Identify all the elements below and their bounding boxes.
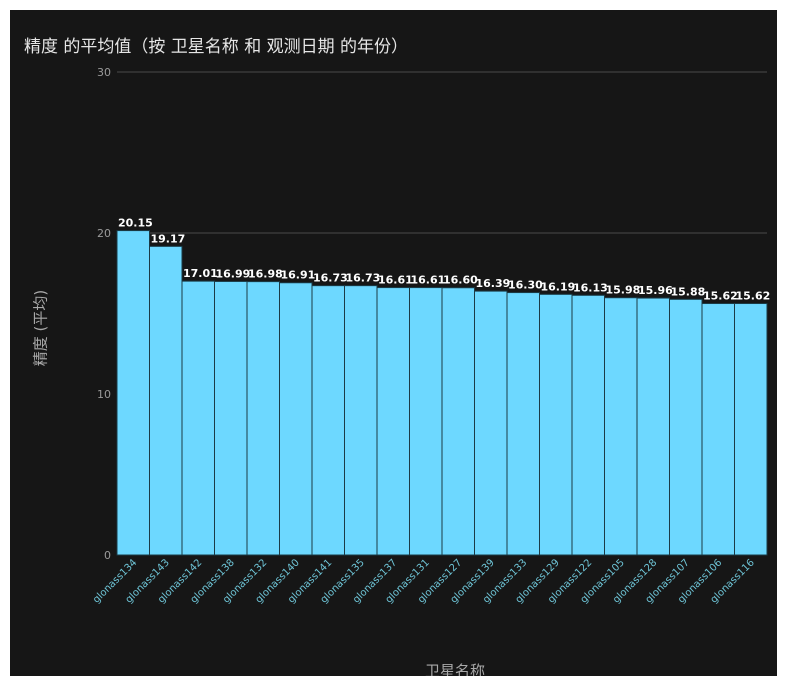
bar [376, 287, 410, 556]
bar [474, 290, 508, 556]
bar [116, 230, 150, 556]
bar [701, 303, 735, 556]
data-label: 15.62 [703, 290, 738, 303]
chart-panel: 精度 的平均值（按 卫星名称 和 观测日期 的年份） 0 10 20 30 20.15 g… [10, 10, 777, 676]
bar [344, 285, 378, 556]
data-label: 16.73 [313, 272, 348, 285]
bar [181, 280, 215, 556]
data-label: 16.61 [411, 274, 446, 287]
bar [441, 287, 475, 556]
bar [539, 293, 573, 556]
data-label: 17.01 [183, 267, 218, 280]
data-label: 16.30 [508, 279, 543, 292]
chart-plot: 010203020.15glonass13419.17glonass14317.… [91, 66, 771, 606]
bar [734, 303, 768, 556]
data-label: 15.96 [638, 284, 673, 297]
bar [246, 281, 280, 556]
bar [604, 297, 638, 556]
chart-title: 精度 的平均值（按 卫星名称 和 观测日期 的年份） [24, 37, 409, 57]
data-label: 15.98 [606, 284, 641, 297]
data-label: 15.62 [736, 290, 771, 303]
data-label: 16.91 [281, 269, 316, 282]
data-label: 16.73 [346, 272, 381, 285]
bar [409, 287, 443, 556]
data-label: 15.88 [671, 285, 706, 298]
data-label: 16.99 [216, 267, 251, 280]
x-axis-title: 卫星名称 [424, 662, 486, 676]
bar [636, 297, 670, 556]
bar [279, 282, 313, 556]
data-label: 20.15 [118, 217, 153, 230]
bar [506, 292, 540, 556]
y-tick-label: 0 [104, 549, 111, 562]
y-tick-label: 20 [97, 227, 111, 240]
data-label: 16.13 [573, 281, 608, 294]
data-label: 16.19 [541, 280, 576, 293]
data-label: 16.61 [378, 274, 413, 287]
bar [214, 280, 248, 556]
y-tick-label: 30 [97, 66, 111, 79]
data-label: 16.60 [443, 274, 478, 287]
bar [149, 245, 183, 556]
bar [571, 294, 605, 556]
bar [669, 298, 703, 556]
y-axis-title: 精度 (平均) [31, 289, 50, 367]
bar [311, 285, 345, 556]
data-label: 16.39 [476, 277, 511, 290]
data-label: 16.98 [248, 268, 283, 281]
y-tick-label: 10 [97, 388, 111, 401]
data-label: 19.17 [151, 232, 186, 245]
